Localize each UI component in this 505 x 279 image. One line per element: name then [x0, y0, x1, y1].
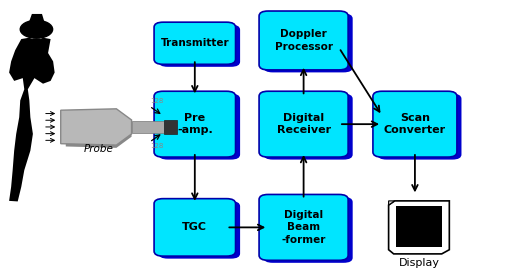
Text: Probe: Probe: [83, 144, 114, 154]
FancyBboxPatch shape: [154, 22, 235, 64]
Text: Transmitter: Transmitter: [160, 38, 229, 48]
Polygon shape: [388, 201, 394, 205]
FancyBboxPatch shape: [159, 94, 240, 160]
FancyBboxPatch shape: [259, 194, 347, 260]
Text: TGC: TGC: [182, 222, 207, 232]
Polygon shape: [29, 14, 44, 22]
Text: Digital
Receiver: Digital Receiver: [276, 113, 330, 135]
Polygon shape: [61, 109, 131, 145]
Polygon shape: [66, 134, 131, 148]
FancyBboxPatch shape: [259, 11, 347, 70]
Text: Pre
-amp.: Pre -amp.: [177, 113, 212, 135]
FancyBboxPatch shape: [263, 197, 352, 263]
Text: 128: 128: [150, 143, 163, 149]
Polygon shape: [388, 201, 448, 254]
Bar: [164, 120, 177, 134]
Text: Scan
Converter: Scan Converter: [383, 113, 445, 135]
Bar: [131, 121, 164, 133]
FancyBboxPatch shape: [154, 91, 235, 157]
Text: Digital
Beam
-former: Digital Beam -former: [281, 210, 325, 245]
Circle shape: [20, 20, 53, 38]
FancyBboxPatch shape: [377, 94, 461, 160]
Polygon shape: [24, 22, 48, 25]
FancyBboxPatch shape: [159, 25, 240, 67]
Text: Display: Display: [397, 258, 439, 268]
FancyBboxPatch shape: [154, 199, 235, 256]
Text: Doppler
Processor: Doppler Processor: [274, 29, 332, 52]
FancyBboxPatch shape: [259, 91, 347, 157]
FancyBboxPatch shape: [159, 201, 240, 259]
Polygon shape: [9, 38, 55, 201]
Bar: [395, 206, 441, 247]
FancyBboxPatch shape: [372, 91, 456, 157]
FancyBboxPatch shape: [263, 94, 352, 160]
Text: 128: 128: [150, 98, 163, 104]
FancyBboxPatch shape: [263, 14, 352, 73]
